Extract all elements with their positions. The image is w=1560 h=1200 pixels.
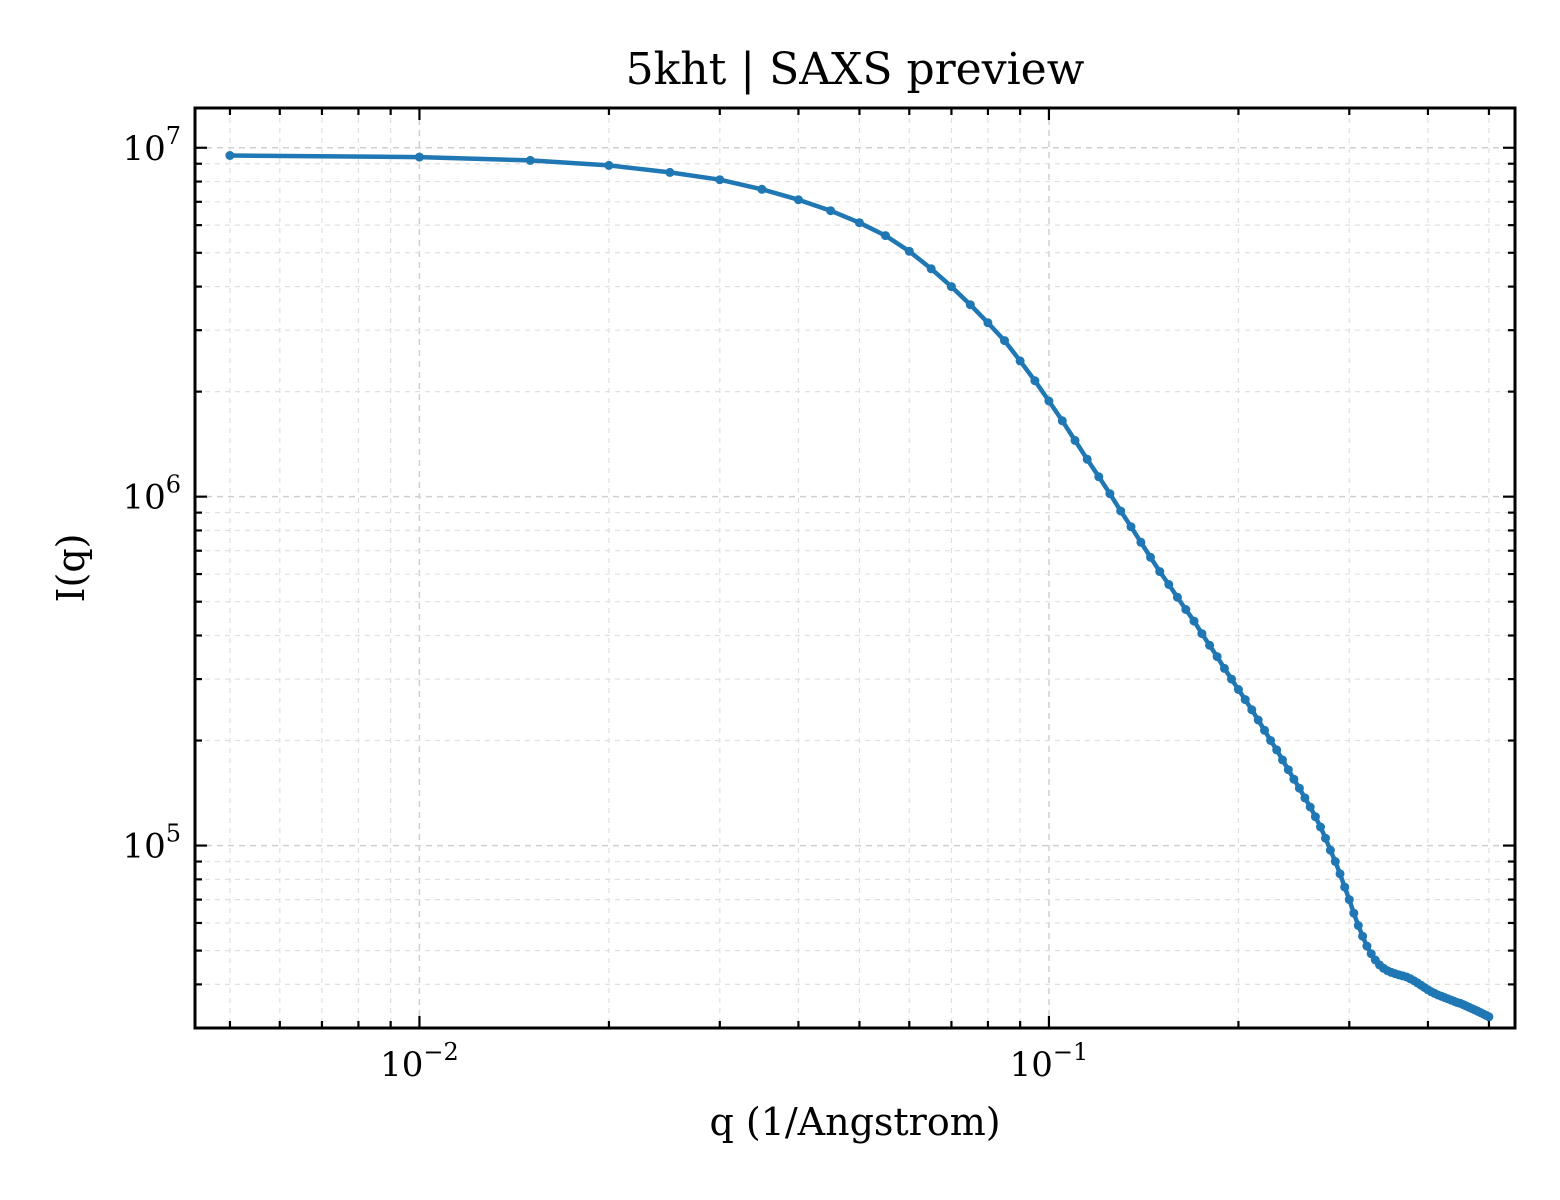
x-tick-exponent: −1 [1053, 1038, 1088, 1066]
data-point [1240, 695, 1250, 705]
data-point [881, 231, 890, 241]
data-point [926, 264, 936, 274]
data-point [1189, 616, 1199, 626]
data-point [1266, 736, 1276, 745]
data-point [1205, 640, 1215, 650]
data-point [225, 151, 235, 160]
data-point [1126, 522, 1136, 532]
data-point [1362, 941, 1372, 951]
data-point [1283, 765, 1293, 775]
data-point [1172, 592, 1182, 602]
y-axis-label: I(q) [49, 534, 93, 603]
data-point [1305, 802, 1315, 812]
data-point [525, 155, 535, 165]
data-point [1146, 552, 1155, 562]
data-point [1353, 921, 1363, 930]
data-point [665, 167, 675, 177]
y-tick-label: 105 [122, 820, 181, 867]
data-point [1321, 833, 1330, 843]
data-point [983, 318, 993, 328]
data-point [1070, 435, 1080, 445]
data-point [1094, 472, 1104, 482]
data-point [1057, 416, 1067, 426]
y-tick-base: 10 [122, 129, 165, 169]
grid [195, 108, 1515, 1029]
data-point [1227, 674, 1236, 684]
data-point [1272, 745, 1282, 755]
data-point [1335, 869, 1345, 879]
data-point [1015, 356, 1025, 366]
y-tick-exponent: 5 [166, 820, 181, 848]
data-point [1155, 567, 1165, 577]
data-point [1289, 774, 1299, 784]
data-point [1278, 755, 1287, 765]
data-point [715, 175, 725, 185]
chart-title: 5kht | SAXS preview [626, 44, 1085, 95]
data-point [1030, 376, 1040, 386]
y-tick-base: 10 [122, 827, 165, 867]
data-point [904, 246, 914, 256]
x-tick-label: 10−2 [380, 1038, 459, 1085]
data-point [1310, 812, 1320, 822]
x-tick-base: 10 [1010, 1045, 1053, 1085]
x-axis-label: q (1/Angstrom) [709, 1100, 1000, 1144]
data-point [826, 206, 836, 216]
data-point [1330, 857, 1340, 866]
y-tick-base: 10 [122, 478, 165, 518]
data-point [965, 300, 975, 310]
data-point [1164, 580, 1174, 589]
data-point [1212, 652, 1222, 662]
x-tick-label: 10−1 [1010, 1038, 1089, 1085]
data-point [1325, 845, 1335, 855]
data-point [946, 282, 956, 292]
data-point [1316, 822, 1325, 832]
data-point [1181, 605, 1191, 614]
y-tick-exponent: 6 [166, 471, 181, 499]
data-point [757, 184, 767, 194]
data-point [1358, 931, 1368, 941]
data-point [1340, 882, 1350, 892]
x-tick-base: 10 [380, 1045, 423, 1085]
plot-frame [193, 106, 1517, 1030]
data-point [1136, 537, 1146, 547]
data-point [414, 152, 424, 162]
x-tick-exponent: −2 [423, 1038, 458, 1066]
data-point [604, 160, 614, 170]
y-tick-label: 107 [122, 122, 181, 169]
data-point [1294, 783, 1304, 793]
data-point [1300, 793, 1310, 803]
data-point [1260, 725, 1269, 735]
data-point [1105, 489, 1115, 499]
y-tick-exponent: 7 [166, 122, 181, 150]
y-tick-label: 106 [122, 471, 181, 518]
data-point [1253, 715, 1263, 725]
data-point [1197, 629, 1207, 639]
data-point [1247, 705, 1257, 715]
data-point [1349, 908, 1359, 918]
data-point [1233, 685, 1243, 694]
data-point [1116, 506, 1126, 516]
plot-area [225, 151, 1494, 1022]
data-point [1044, 396, 1054, 406]
data-point [1082, 454, 1092, 464]
data-point [1344, 895, 1354, 905]
data-point [1484, 1012, 1494, 1022]
data-point [854, 218, 864, 228]
data-point [1000, 336, 1009, 346]
data-point [793, 195, 803, 205]
data-point [1219, 663, 1229, 673]
